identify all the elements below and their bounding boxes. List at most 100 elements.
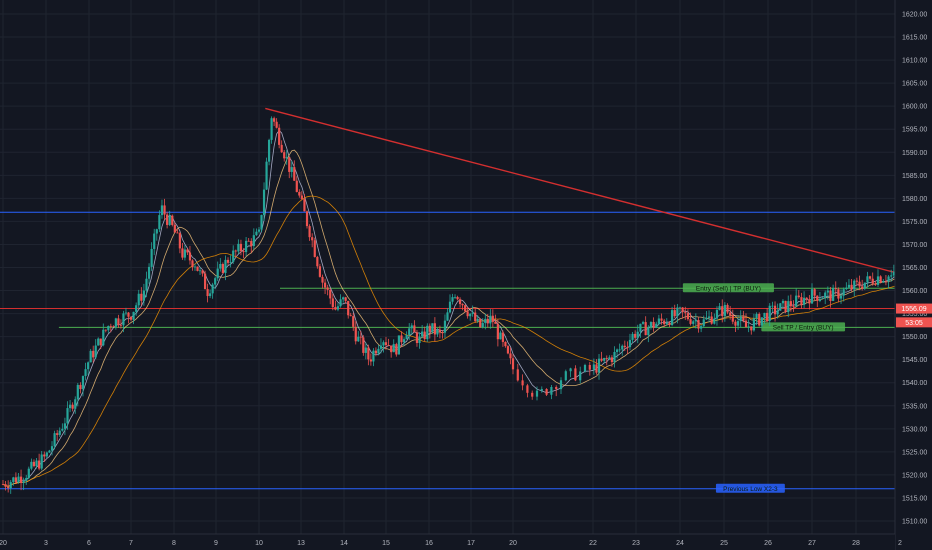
candle-body [644,322,647,336]
trendline-layer[interactable] [265,107,932,364]
candle-body [692,321,695,324]
candle-body [441,332,444,334]
candle-body [97,338,100,346]
candle-body [647,327,650,336]
candle-body [226,259,230,263]
candle-body [818,298,822,301]
candle-body [423,331,426,340]
candle-body [183,249,187,258]
candle-body [99,338,102,346]
candle-body [178,233,181,249]
time-tick-label: 25 [720,540,728,547]
candle-body [339,299,342,307]
candle-body [531,392,534,397]
candle-body [267,139,271,162]
price-tick-label: 1600.00 [902,104,927,111]
candle-body [494,321,497,324]
candle-body [66,408,69,424]
candle-body [736,321,740,326]
candle-body [43,454,46,457]
candle-body [845,287,848,290]
candle-body [569,368,572,372]
time-tick-label: 16 [425,540,433,547]
candle-body [405,334,408,340]
price-tick-label: 1580.00 [902,196,927,203]
candle-body [239,243,243,252]
candle-body [631,333,634,340]
level-label: Entry (Sell) | TP (BUY) [696,285,761,292]
level-label-box [761,322,846,332]
candle-body [805,297,808,300]
time-tick-label: 2 [898,540,902,547]
candle-body [326,287,329,290]
candle-body [694,320,697,322]
time-tick-label: 28 [852,540,860,547]
candle-body [479,318,482,328]
candle-body [364,347,367,353]
time-axis[interactable]: 20 3 6 7 8 9 10 13 14 15 16 17 20 22 23 24 25 26 27 28 2 [0,533,902,550]
candle-body [474,312,477,322]
candle-body [273,118,276,122]
candle-body [150,248,153,267]
time-tick-label: 8 [172,540,176,547]
candle-body [107,325,110,331]
candle-body [564,371,567,381]
candle-body [250,240,253,247]
candle-body [354,326,357,342]
candle-body [384,342,388,346]
candle-body [58,430,61,435]
candle-body [104,329,107,331]
candle-body [186,249,189,253]
candle-body [834,288,837,290]
price-tag-box [896,303,932,314]
candle-body [681,307,684,313]
candle-body [114,318,117,327]
candle-body [45,452,48,457]
price-tick-label: 1615.00 [902,35,927,42]
candle-body [221,263,224,273]
candle-body [206,289,209,297]
candle-body [771,305,774,307]
candle-body [784,300,787,313]
candle-body [634,333,637,338]
candle-body [344,297,347,301]
price-tick-label: 1540.00 [902,380,927,387]
candle-body [109,325,112,327]
candle-body [283,152,286,159]
candle-body [188,252,192,261]
candle-body [252,235,255,247]
candle-body [232,250,235,262]
candle-body [853,280,856,290]
candle-body [826,290,829,293]
price-axis[interactable]: 1510.00 1515.00 1520.00 1525.00 1530.00 1535.… [894,0,932,550]
candle-body [79,384,82,390]
candle-body [499,332,502,340]
candle-body [74,399,77,409]
price-tick-label: 1570.00 [902,242,927,249]
candle-body [7,486,10,489]
candle-body [670,310,674,326]
candle-body [280,144,283,153]
candle-body [509,353,512,359]
candle-body [84,369,87,377]
candle-body [471,312,474,314]
candle-body [257,229,261,232]
candle-body [329,289,332,299]
candle-body [710,316,713,324]
candle-body [842,289,845,296]
level-label-box [715,483,785,493]
trendline[interactable] [265,107,932,364]
candle-body [61,428,64,431]
candle-body [219,263,222,269]
candle-body [311,237,314,241]
candle-body [863,282,866,289]
candle-body [702,319,705,327]
candle-body [660,318,663,321]
horizontal-levels[interactable]: Entry (Sell) | TP (BUY) Sell TP / Entry (… [0,211,895,493]
candle-body [516,369,519,381]
price-tick-label: 1555.00 [902,311,927,318]
candle-body [392,344,395,353]
candle-body [359,336,362,338]
price-tick-label: 1520.00 [902,472,927,479]
